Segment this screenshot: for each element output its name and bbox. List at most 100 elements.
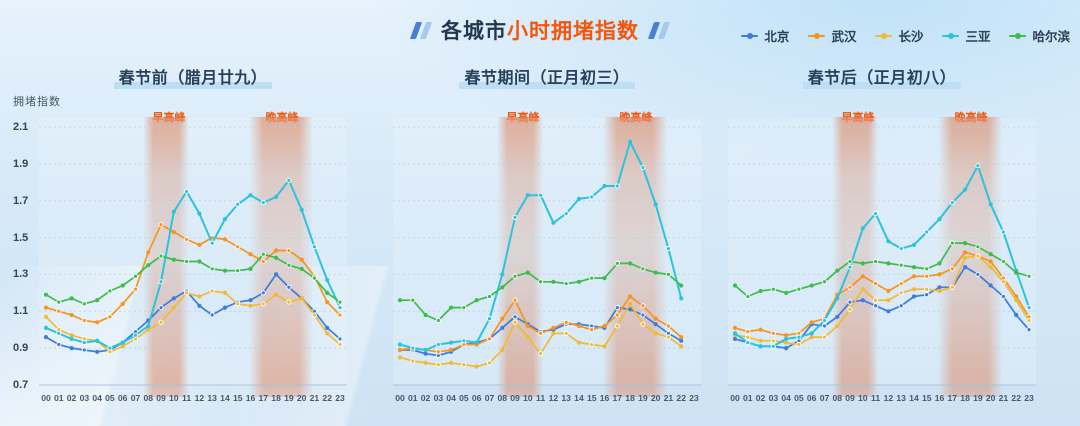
chart-panel-after-festival: 春节后（正月初八） 早高峰 晚高峰 0001020304050607080910… (727, 60, 1037, 420)
svg-text:02: 02 (421, 393, 431, 403)
svg-text:17: 17 (259, 393, 269, 403)
svg-text:00: 00 (730, 393, 740, 403)
chart-panel-before-festival: 春节前（腊月廿九） 早高峰 晚高峰 0001020304050607080910… (38, 60, 348, 420)
line-chart-after-festival: 00 01 02 03 04 05 06 07 08 09 10 11 12 13 14 15 16 17 18 19… (728, 117, 1036, 403)
legend-item-beijing[interactable]: 北京 (741, 26, 789, 45)
y-tick-label: 1.3 (13, 268, 29, 281)
svg-text:06: 06 (472, 393, 482, 403)
svg-text:08: 08 (143, 393, 153, 403)
legend-label: 三亚 (965, 30, 991, 44)
svg-text:06: 06 (118, 393, 128, 403)
title-slash-icon (647, 21, 671, 39)
y-tick-label: 0.9 (13, 342, 29, 355)
svg-text:16: 16 (935, 393, 945, 403)
y-axis-tick-labels: 2.1 1.9 1.7 1.5 1.3 1.1 0.9 0.7 (13, 117, 45, 412)
svg-text:13: 13 (896, 393, 906, 403)
legend-label: 武汉 (831, 30, 857, 44)
svg-text:15: 15 (587, 393, 597, 403)
legend-label: 北京 (764, 30, 790, 44)
svg-text:02: 02 (756, 393, 766, 403)
svg-text:07: 07 (485, 393, 495, 403)
svg-text:17: 17 (613, 393, 623, 403)
svg-text:04: 04 (781, 393, 791, 403)
svg-text:05: 05 (105, 393, 115, 403)
svg-text:20: 20 (651, 393, 661, 403)
svg-text:21: 21 (664, 393, 674, 403)
svg-text:09: 09 (156, 393, 166, 403)
svg-text:03: 03 (434, 393, 444, 403)
svg-text:10: 10 (169, 393, 179, 403)
legend-item-harbin[interactable]: 哈尔滨 (1009, 26, 1070, 45)
svg-text:12: 12 (549, 393, 559, 403)
svg-text:05: 05 (459, 393, 469, 403)
panel-title: 春节期间（正月初三） (392, 64, 702, 89)
line-chart-during-festival: 00 01 02 03 04 05 06 07 08 09 10 11 12 13 14 15 16 17 18 19… (393, 117, 701, 403)
svg-text:14: 14 (909, 393, 919, 403)
svg-text:23: 23 (1024, 393, 1034, 403)
svg-text:18: 18 (271, 393, 281, 403)
line-chart-before-festival: 00 01 02 03 04 05 06 07 08 09 10 11 12 13 14 15 16 17 18 19… (39, 117, 347, 403)
svg-text:16: 16 (600, 393, 610, 403)
legend-label: 哈尔滨 (1032, 30, 1070, 44)
svg-text:08: 08 (832, 393, 842, 403)
page-header: 各城市小时拥堵指数 (0, 13, 1080, 47)
svg-text:18: 18 (960, 393, 970, 403)
svg-text:21: 21 (310, 393, 320, 403)
legend-item-wuhan[interactable]: 武汉 (808, 26, 856, 45)
svg-text:10: 10 (523, 393, 533, 403)
svg-text:20: 20 (986, 393, 996, 403)
page-title-highlight: 小时拥堵指数 (507, 20, 639, 43)
svg-text:08: 08 (497, 393, 507, 403)
svg-text:07: 07 (820, 393, 830, 403)
svg-text:14: 14 (220, 393, 230, 403)
svg-text:07: 07 (131, 393, 141, 403)
svg-text:05: 05 (794, 393, 804, 403)
svg-text:22: 22 (1011, 393, 1021, 403)
page-title-prefix: 各城市 (441, 20, 507, 43)
svg-text:12: 12 (884, 393, 894, 403)
svg-text:19: 19 (638, 393, 648, 403)
svg-text:09: 09 (510, 393, 520, 403)
svg-text:03: 03 (80, 393, 90, 403)
svg-text:01: 01 (408, 393, 418, 403)
svg-text:22: 22 (676, 393, 686, 403)
title-slash-icon (409, 21, 433, 39)
svg-text:11: 11 (182, 393, 191, 403)
legend-marker-icon (875, 34, 893, 37)
svg-text:04: 04 (92, 393, 102, 403)
legend-marker-icon (808, 34, 826, 37)
svg-text:17: 17 (948, 393, 958, 403)
svg-text:02: 02 (67, 393, 77, 403)
chart-legend: 北京 武汉 长沙 三亚 哈尔滨 (741, 26, 1070, 45)
svg-text:01: 01 (54, 393, 64, 403)
svg-text:00: 00 (395, 393, 405, 403)
svg-text:00: 00 (41, 393, 51, 403)
svg-text:19: 19 (284, 393, 294, 403)
svg-text:20: 20 (297, 393, 307, 403)
y-tick-label: 1.7 (13, 194, 29, 207)
svg-text:15: 15 (922, 393, 932, 403)
svg-text:23: 23 (335, 393, 345, 403)
y-tick-label: 1.5 (13, 231, 29, 244)
y-tick-label: 1.9 (13, 157, 29, 170)
svg-text:15: 15 (233, 393, 243, 403)
svg-text:23: 23 (689, 393, 699, 403)
legend-item-sanya[interactable]: 三亚 (942, 26, 990, 45)
svg-text:04: 04 (446, 393, 456, 403)
svg-text:01: 01 (743, 393, 753, 403)
svg-text:12: 12 (195, 393, 205, 403)
panel-title: 春节前（腊月廿九） (38, 64, 348, 89)
legend-marker-icon (942, 34, 960, 37)
svg-text:03: 03 (769, 393, 779, 403)
svg-text:10: 10 (858, 393, 868, 403)
svg-text:13: 13 (207, 393, 217, 403)
svg-text:19: 19 (973, 393, 983, 403)
legend-item-changsha[interactable]: 长沙 (875, 26, 923, 45)
svg-text:11: 11 (536, 393, 545, 403)
svg-text:13: 13 (561, 393, 571, 403)
chart-panel-during-festival: 春节期间（正月初三） 早高峰 晚高峰 000102030405060708091… (392, 60, 702, 420)
y-axis-title: 拥堵指数 (13, 96, 61, 108)
svg-text:21: 21 (999, 393, 1009, 403)
y-tick-label: 2.1 (13, 121, 29, 133)
page-title: 各城市小时拥堵指数 (441, 15, 639, 45)
